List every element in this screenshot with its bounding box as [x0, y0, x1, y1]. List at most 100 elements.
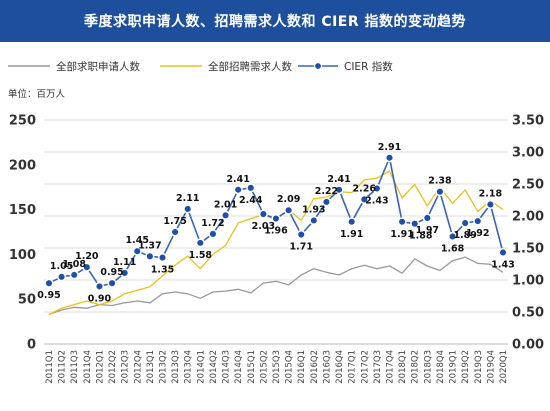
cier-data-label: 2.01	[214, 199, 237, 210]
cier-data-label: 0.90	[88, 293, 112, 304]
cier-data-labels: 0.951.051.081.200.900.951.111.451.371.35…	[37, 142, 514, 305]
x-tick-label: 2015Q1	[247, 350, 257, 384]
x-tick-label: 2014Q4	[234, 350, 244, 384]
cier-marker	[221, 210, 231, 220]
x-tick-label: 2012Q3	[121, 350, 131, 384]
cier-marker	[157, 253, 168, 263]
cier-marker	[233, 185, 243, 195]
cier-marker	[321, 197, 331, 207]
cier-marker	[410, 219, 420, 229]
cier-data-label: 1.92	[466, 228, 489, 239]
cier-marker	[208, 229, 218, 239]
x-tick-label: 2018Q3	[423, 350, 433, 384]
cier-marker	[246, 183, 256, 193]
chart-title: 季度求职申请人数、招聘需求人数和 CIER 指数的变动趋势	[0, 0, 550, 42]
cier-data-label: 1.37	[138, 240, 161, 251]
cier-data-label: 1.71	[289, 242, 312, 253]
cier-data-label: 2.41	[226, 174, 249, 185]
legend-cier-label: CIER 指数	[344, 60, 393, 73]
right-tick-label: 2.50	[512, 178, 544, 193]
cier-marker	[485, 199, 495, 210]
cier-data-label: 1.91	[340, 229, 363, 240]
right-tick-label: 3.00	[512, 146, 544, 161]
cier-marker	[384, 153, 395, 163]
x-tick-label: 2011Q1	[45, 350, 55, 384]
cier-data-label: 1.45	[126, 235, 149, 246]
cier-data-label: 1.88	[409, 231, 433, 242]
cier-marker	[347, 217, 357, 227]
x-tick-label: 2011Q4	[83, 350, 93, 384]
x-tick-label: 2013Q4	[184, 350, 194, 384]
cier-marker	[498, 247, 508, 258]
left-tick-label: 250	[9, 114, 36, 129]
cier-marker	[372, 183, 382, 194]
cier-marker	[422, 213, 432, 223]
x-tick-label: 2012Q4	[133, 350, 143, 384]
cier-marker	[132, 246, 142, 256]
cier-marker	[82, 262, 92, 272]
x-tick-label: 2012Q2	[108, 350, 118, 384]
cier-marker	[460, 218, 470, 228]
cier-data-label: 1.75	[163, 216, 186, 227]
cier-marker	[44, 278, 54, 288]
legend-openings-label: 全部招聘需求人数	[208, 60, 292, 73]
cier-data-label: 2.91	[378, 142, 401, 153]
x-tick-label: 2020Q1	[499, 350, 509, 384]
x-tick-label: 2017Q1	[348, 350, 358, 384]
x-tick-label: 2018Q2	[411, 350, 421, 384]
cier-data-label: 2.44	[239, 195, 263, 206]
cier-data-label: 1.68	[441, 243, 465, 254]
cier-marker	[183, 204, 193, 214]
x-tick-label: 2019Q2	[461, 350, 471, 384]
right-tick-label: 1.00	[512, 274, 544, 289]
cier-marker	[120, 268, 130, 278]
cier-data-label: 2.22	[315, 186, 338, 197]
x-tick-label: 2014Q3	[222, 350, 232, 384]
cier-data-label: 1.91	[390, 229, 413, 240]
cier-data-label: 1.05	[50, 261, 73, 272]
cier-data-label: 0.95	[100, 267, 123, 278]
left-tick-label: 200	[9, 158, 36, 173]
x-tick-label: 2015Q4	[285, 350, 295, 384]
x-tick-label: 2017Q3	[373, 350, 383, 384]
right-tick-label: 3.50	[512, 114, 544, 129]
left-tick-label: 150	[9, 203, 36, 218]
cier-marker	[107, 278, 117, 288]
cier-data-label: 1.11	[113, 257, 136, 268]
openings-line	[48, 170, 504, 315]
x-tick-label: 2016Q2	[310, 350, 320, 384]
right-axis: 0.00 0.50 1.00 1.50 2.00 2.50 3.00 3.50	[512, 114, 544, 353]
cier-marker	[284, 205, 294, 215]
cier-marker	[296, 230, 306, 240]
left-tick-label: 0	[27, 338, 36, 353]
cier-data-label: 1.72	[201, 218, 224, 229]
x-axis: 2011Q1 2011Q2 2011Q3 2011Q4 2012Q1 2012Q2 2012…	[44, 343, 509, 384]
cier-data-label: 2.09	[277, 194, 300, 205]
right-tick-label: 2.00	[512, 210, 544, 225]
applicants-line	[48, 256, 504, 316]
cier-marker	[145, 251, 155, 261]
x-tick-label: 2013Q1	[146, 350, 156, 384]
right-tick-label: 1.50	[512, 242, 544, 257]
x-tick-label: 2017Q2	[360, 350, 370, 384]
cier-marker	[170, 227, 180, 237]
cier-data-label: 1.97	[416, 225, 439, 236]
x-tick-label: 2016Q4	[335, 350, 345, 384]
cier-data-label: 1.58	[189, 250, 213, 261]
legend-cier-marker	[313, 61, 323, 71]
cier-data-label: 1.43	[491, 259, 514, 270]
cier-marker	[397, 217, 407, 227]
left-tick-label: 100	[9, 248, 36, 263]
x-tick-label: 2014Q1	[196, 350, 206, 384]
x-tick-label: 2013Q3	[171, 350, 181, 384]
cier-marker	[334, 185, 344, 195]
cier-data-label: 0.95	[37, 290, 60, 301]
cier-data-label: 2.18	[479, 188, 503, 199]
x-tick-label: 2015Q2	[259, 350, 269, 384]
cier-data-label: 2.03	[252, 221, 275, 232]
x-tick-label: 2012Q1	[95, 350, 105, 384]
x-tick-label: 2016Q1	[297, 350, 307, 384]
cier-marker	[69, 270, 79, 280]
cier-markers	[44, 153, 508, 291]
x-tick-label: 2015Q3	[272, 350, 282, 384]
